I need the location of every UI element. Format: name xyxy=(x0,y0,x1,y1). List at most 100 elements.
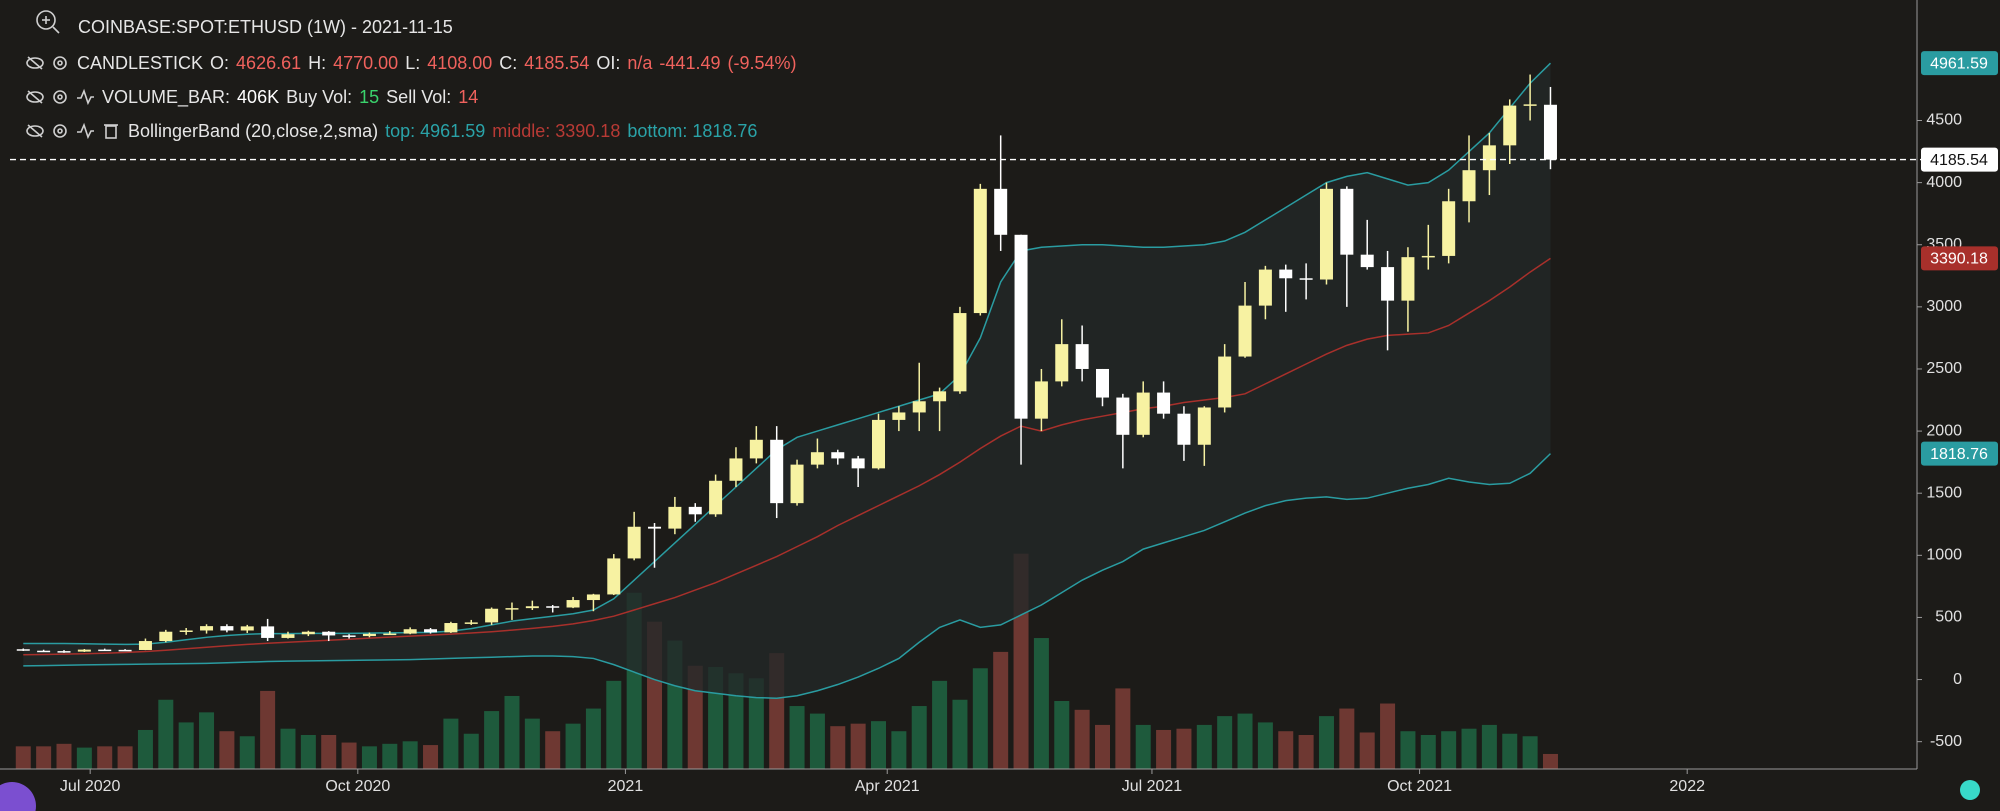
legend-text: n/a xyxy=(627,53,653,73)
volume-bar xyxy=(1481,724,1497,769)
price-tag-label: 4961.59 xyxy=(1930,55,1988,72)
candle-body xyxy=(342,635,356,637)
legend-text: top: 4961.59 xyxy=(385,121,486,141)
settings-icon[interactable] xyxy=(53,90,67,104)
indicator-legend: CANDLESTICK O: 4626.61 H: 4770.00 L: 4108.00 C:… xyxy=(77,51,804,75)
volume-bar xyxy=(911,706,927,769)
volume-bar xyxy=(1074,709,1090,769)
y-tick-label: 1000 xyxy=(1926,547,1962,564)
volume-bar xyxy=(219,731,235,769)
settings-icon[interactable] xyxy=(53,124,67,138)
candle-body xyxy=(179,630,193,632)
volume-bar xyxy=(524,718,540,769)
candle-body xyxy=(1034,381,1048,419)
zoom-icon[interactable] xyxy=(36,10,60,34)
candle-body xyxy=(953,313,967,392)
candle-body xyxy=(810,452,824,465)
legend-text: bottom: 1818.76 xyxy=(627,121,758,141)
volume-bar xyxy=(1400,731,1416,769)
hide-icon[interactable] xyxy=(26,56,44,70)
legend-text: -441.49 xyxy=(659,53,721,73)
candle-body xyxy=(586,594,600,601)
legend-text: (-9.54%) xyxy=(727,53,797,73)
candle-body xyxy=(790,464,804,504)
candle-body xyxy=(1095,368,1109,398)
candle-body xyxy=(444,623,458,633)
volume-bar xyxy=(1094,724,1110,769)
hide-icon[interactable] xyxy=(26,124,44,138)
volume-bar xyxy=(932,680,948,769)
y-tick-label: 4500 xyxy=(1926,112,1962,129)
volume-bar xyxy=(993,651,1009,769)
volume-bar xyxy=(748,678,764,769)
y-tick-label: 0 xyxy=(1953,671,1962,688)
candle-body xyxy=(1177,413,1191,445)
candle-body xyxy=(933,391,947,402)
bollinger-bottom xyxy=(23,453,1551,699)
volume-bar xyxy=(15,746,31,769)
x-tick-label: 2022 xyxy=(1669,778,1705,795)
legend-text: Sell Vol: xyxy=(386,87,452,107)
volume-bar xyxy=(199,712,215,769)
volume-bar xyxy=(1257,722,1273,769)
volume-bar xyxy=(891,731,907,769)
volume-bar xyxy=(300,735,316,769)
candle-body xyxy=(831,452,845,459)
app-badge[interactable] xyxy=(0,782,36,811)
style-icon[interactable] xyxy=(77,88,94,106)
candle-body xyxy=(1218,356,1232,408)
header-icons xyxy=(26,10,118,140)
candle-body xyxy=(973,188,987,314)
candle-body xyxy=(220,626,234,631)
hide-icon[interactable] xyxy=(26,90,44,104)
legend-text: Buy Vol: xyxy=(286,87,353,107)
y-tick-label: -500 xyxy=(1930,733,1962,750)
candle-body xyxy=(994,188,1008,235)
volume-bar xyxy=(443,718,459,769)
volume-bar xyxy=(260,690,276,769)
candle-body xyxy=(281,634,295,638)
candle-body xyxy=(1258,269,1272,306)
volume-bar xyxy=(789,706,805,769)
candle-body xyxy=(37,650,51,653)
legend-text: middle: 3390.18 xyxy=(492,121,621,141)
candle-body xyxy=(1360,254,1374,268)
delete-icon[interactable] xyxy=(104,124,118,139)
x-tick-label: Oct 2020 xyxy=(325,778,390,795)
volume-bar xyxy=(1380,703,1396,769)
candle-body xyxy=(607,558,621,595)
style-icon[interactable] xyxy=(77,122,94,140)
candle-body xyxy=(1197,407,1211,445)
volume-bar xyxy=(952,699,968,769)
indicator-legend: BollingerBand (20,close,2,sma) top: 4961.… xyxy=(128,119,764,143)
settings-icon[interactable] xyxy=(53,56,67,70)
volume-bar xyxy=(830,726,846,769)
candle-body xyxy=(322,631,336,636)
volume-bar xyxy=(484,711,500,769)
candle-body xyxy=(464,622,478,624)
volume-bar xyxy=(361,746,377,769)
volume-bar xyxy=(382,743,398,769)
candle-body xyxy=(1421,255,1435,258)
bollinger-middle xyxy=(23,257,1551,656)
candle-body xyxy=(118,649,132,652)
candle-body xyxy=(1136,392,1150,435)
candle-body xyxy=(1238,305,1252,357)
y-tick-label: 1500 xyxy=(1926,484,1962,501)
price-tag xyxy=(1921,51,1998,76)
legend-text: H: xyxy=(308,53,327,73)
status-dot[interactable] xyxy=(1960,780,1980,800)
candle-body xyxy=(1482,145,1496,171)
legend-text: 406K xyxy=(237,87,280,107)
candle-body xyxy=(98,649,112,652)
volume-bar xyxy=(158,699,174,769)
x-tick-label: Jul 2021 xyxy=(1122,778,1183,795)
candle-body xyxy=(1319,188,1333,280)
candle-body xyxy=(1116,397,1130,435)
x-tick-label: Jul 2020 xyxy=(60,778,121,795)
legend-text: O: xyxy=(210,53,230,73)
candle-body xyxy=(1503,105,1517,146)
candle-body xyxy=(770,439,784,504)
x-tick-label: Apr 2021 xyxy=(855,778,920,795)
